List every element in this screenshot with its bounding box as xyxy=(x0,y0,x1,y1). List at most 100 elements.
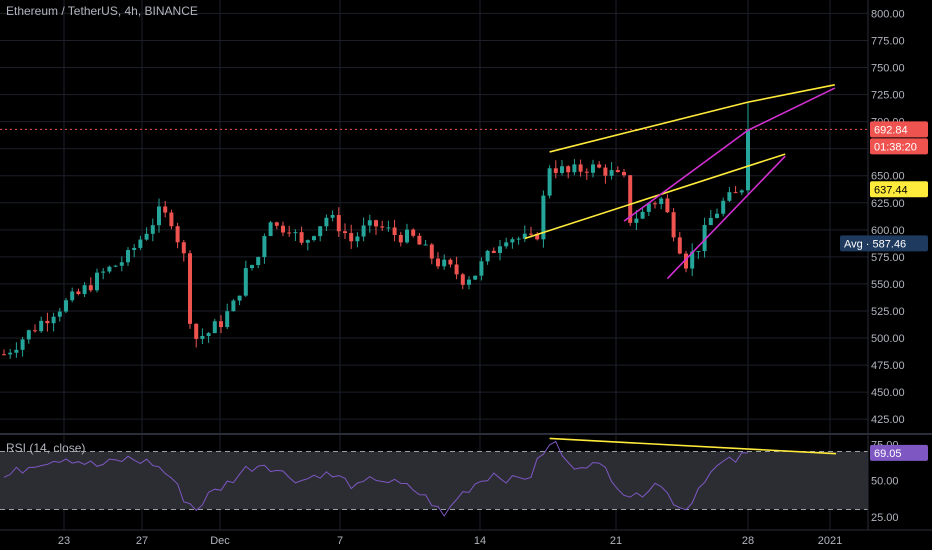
candle-body xyxy=(107,266,112,272)
time-tick-label: 23 xyxy=(58,535,70,547)
candle-body xyxy=(33,330,37,332)
candle-body xyxy=(591,164,595,173)
candle-body xyxy=(405,229,409,243)
candle-body xyxy=(150,225,155,234)
candle-body xyxy=(721,200,726,214)
candle-body xyxy=(45,320,50,324)
wedge-upper-line xyxy=(623,129,749,222)
time-tick-label: Dec xyxy=(210,535,230,547)
candle-body xyxy=(560,166,564,173)
candle-body xyxy=(609,170,614,176)
candle-body xyxy=(181,242,186,254)
candlestick-series xyxy=(2,102,750,359)
candle-body xyxy=(535,233,540,240)
price-tick-label: 475.00 xyxy=(871,360,905,372)
candle-body xyxy=(541,195,546,240)
candle-body xyxy=(386,227,391,229)
candle-body xyxy=(684,253,688,269)
candle-body xyxy=(423,244,428,246)
rsi-panel xyxy=(0,437,868,517)
candle-body xyxy=(708,217,713,226)
price-tick-label: 800.00 xyxy=(871,8,905,20)
candle-body xyxy=(324,217,329,227)
candle-body xyxy=(119,262,124,266)
candle-body xyxy=(51,316,56,324)
candle-body xyxy=(485,250,490,262)
candle-body xyxy=(411,229,416,236)
candle-body xyxy=(498,246,502,253)
chart-grid xyxy=(0,0,868,530)
candle-body xyxy=(318,226,323,237)
candle-body xyxy=(429,244,434,259)
candle-body xyxy=(349,233,354,242)
level-label: 637.44 xyxy=(874,184,908,196)
rsi-value-label-box xyxy=(870,444,928,461)
avg-label: Avg · 587.46 xyxy=(844,238,906,250)
candle-body xyxy=(101,271,106,273)
candle-body xyxy=(659,198,664,205)
time-tick-label: 21 xyxy=(610,535,622,547)
candle-body xyxy=(126,249,130,263)
candle-body xyxy=(442,259,447,267)
candle-body xyxy=(26,330,31,340)
candle-body xyxy=(274,222,279,226)
candle-body xyxy=(70,291,75,301)
candle-body xyxy=(727,192,732,201)
price-tick-label: 625.00 xyxy=(871,198,905,210)
candle-body xyxy=(460,274,465,285)
price-tick-label: 425.00 xyxy=(871,414,905,426)
candle-body xyxy=(95,272,99,291)
candle-body xyxy=(367,220,372,226)
candle-body xyxy=(256,257,261,266)
candle-body xyxy=(169,212,174,227)
price-tick-label: 550.00 xyxy=(871,279,905,291)
candle-body xyxy=(733,192,738,194)
trendline-drawings xyxy=(0,84,868,280)
candle-body xyxy=(380,226,385,228)
candle-body xyxy=(646,203,651,212)
candle-body xyxy=(113,265,118,267)
candle-body xyxy=(262,236,267,258)
channel-lower-line xyxy=(524,153,786,240)
candle-body xyxy=(746,129,750,191)
candle-body xyxy=(144,233,149,240)
channel-upper-line-ext xyxy=(747,84,835,103)
price-tick-label: 500.00 xyxy=(871,333,905,345)
candle-body xyxy=(225,311,230,328)
candle-body xyxy=(64,300,68,312)
last-price-label-box xyxy=(870,121,928,138)
candle-body xyxy=(175,226,180,243)
candle-body xyxy=(510,239,515,243)
candle-body xyxy=(206,333,211,336)
time-tick-label: 27 xyxy=(136,535,148,547)
candle-body xyxy=(529,233,533,235)
rsi-title: RSI (14, close) xyxy=(6,441,86,455)
candle-body xyxy=(454,264,459,275)
candle-body xyxy=(231,300,236,312)
candle-body xyxy=(76,291,81,295)
candle-body xyxy=(8,352,13,355)
candle-body xyxy=(268,222,273,237)
price-tick-label: 575.00 xyxy=(871,252,905,264)
candle-body xyxy=(312,236,316,241)
time-tick-label: 7 xyxy=(337,535,343,547)
candle-body xyxy=(715,213,719,218)
candle-body xyxy=(361,225,366,237)
candle-body xyxy=(163,206,168,213)
candle-body xyxy=(702,225,707,252)
candle-body xyxy=(634,218,639,223)
candle-body xyxy=(200,335,205,339)
candle-body xyxy=(597,164,602,168)
candle-body xyxy=(138,239,143,248)
price-tick-label: 600.00 xyxy=(871,225,905,237)
candle-body xyxy=(491,250,496,253)
candle-body xyxy=(516,238,521,240)
candle-body xyxy=(281,225,285,233)
candle-body xyxy=(398,234,403,243)
rsi-tick-label: 50.00 xyxy=(871,476,899,488)
time-tick-label: 28 xyxy=(742,535,754,547)
candle-body xyxy=(392,227,397,235)
time-tick-label: 2021 xyxy=(818,535,842,547)
